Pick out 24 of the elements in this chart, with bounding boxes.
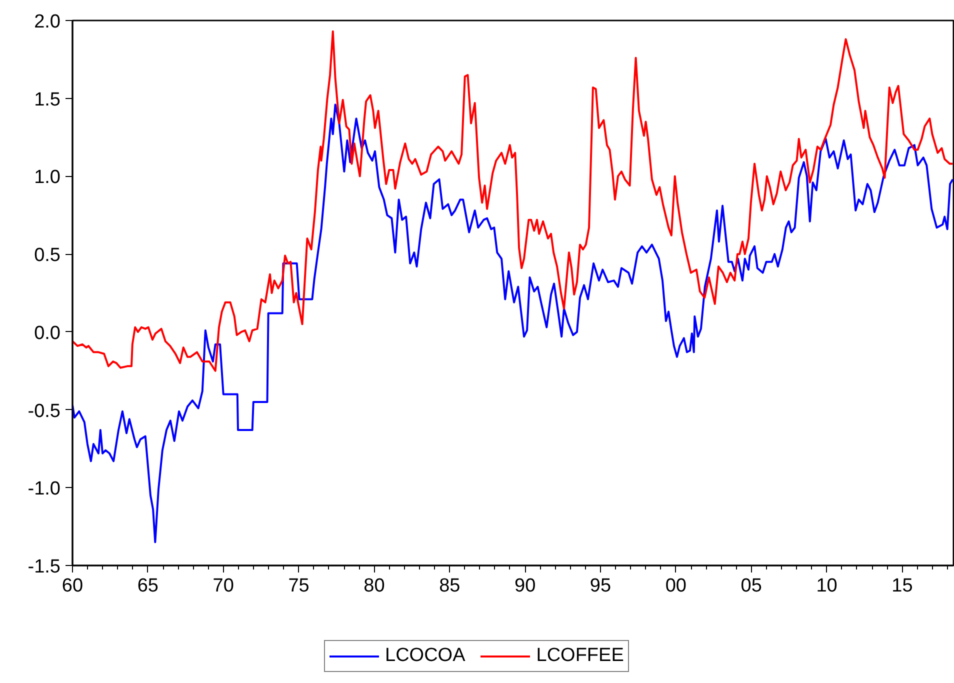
x-tick-label: 90 <box>514 576 536 596</box>
y-tick-label: 1.5 <box>34 89 61 110</box>
x-tick-label: 65 <box>137 576 158 596</box>
x-tick-label: 15 <box>892 576 913 596</box>
x-tick-label: 75 <box>288 576 310 596</box>
legend-label: LCOFFEE <box>536 645 624 667</box>
y-tick-label: -1.5 <box>28 556 61 578</box>
x-tick-label: 70 <box>212 576 234 596</box>
y-tick-label: -0.5 <box>28 400 61 422</box>
y-tick-label: 0.0 <box>34 322 61 344</box>
x-tick-label: 05 <box>740 576 762 596</box>
x-tick-label: 85 <box>439 576 460 596</box>
y-tick-label: 1.0 <box>34 167 61 188</box>
line-series <box>72 30 954 372</box>
legend-label: LCOCOA <box>385 645 466 667</box>
y-tick-label: 0.5 <box>34 245 61 266</box>
x-tick-label: 60 <box>62 576 84 596</box>
line-series <box>72 104 954 544</box>
x-tick-label: 95 <box>590 576 612 596</box>
y-tick-label: 2.0 <box>34 12 61 32</box>
y-tick-label: -1.0 <box>28 478 61 500</box>
x-tick-label: 10 <box>816 576 838 596</box>
x-tick-label: 00 <box>665 576 686 596</box>
x-tick-label: 80 <box>364 576 385 596</box>
